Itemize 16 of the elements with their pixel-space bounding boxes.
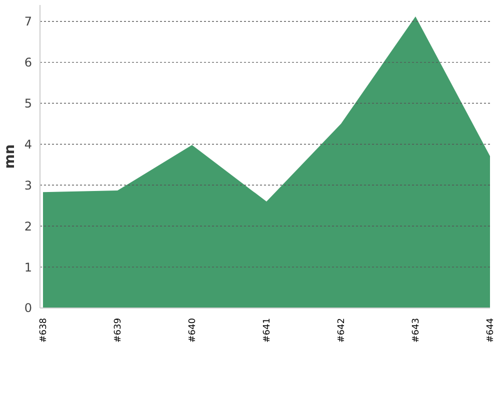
x-tick-label: #640 xyxy=(188,318,198,343)
y-tick-label: 0 xyxy=(24,301,32,316)
x-tick-label: #644 xyxy=(486,318,496,343)
x-tick-label: #639 xyxy=(114,318,124,343)
x-tick-label: #638 xyxy=(39,318,50,343)
y-tick-label: 6 xyxy=(24,56,32,70)
y-tick-label: 3 xyxy=(24,178,32,192)
x-tick-label: #641 xyxy=(262,318,273,343)
x-tick-label: #642 xyxy=(337,318,348,343)
y-tick-label: 4 xyxy=(24,137,32,152)
y-tick-label: 5 xyxy=(24,96,32,110)
y-axis-title: mn xyxy=(2,144,18,169)
y-tick-label: 7 xyxy=(24,14,32,29)
x-tick-label: #643 xyxy=(412,318,422,343)
y-tick-label: 2 xyxy=(24,219,32,234)
y-tick-label: 1 xyxy=(24,260,32,274)
